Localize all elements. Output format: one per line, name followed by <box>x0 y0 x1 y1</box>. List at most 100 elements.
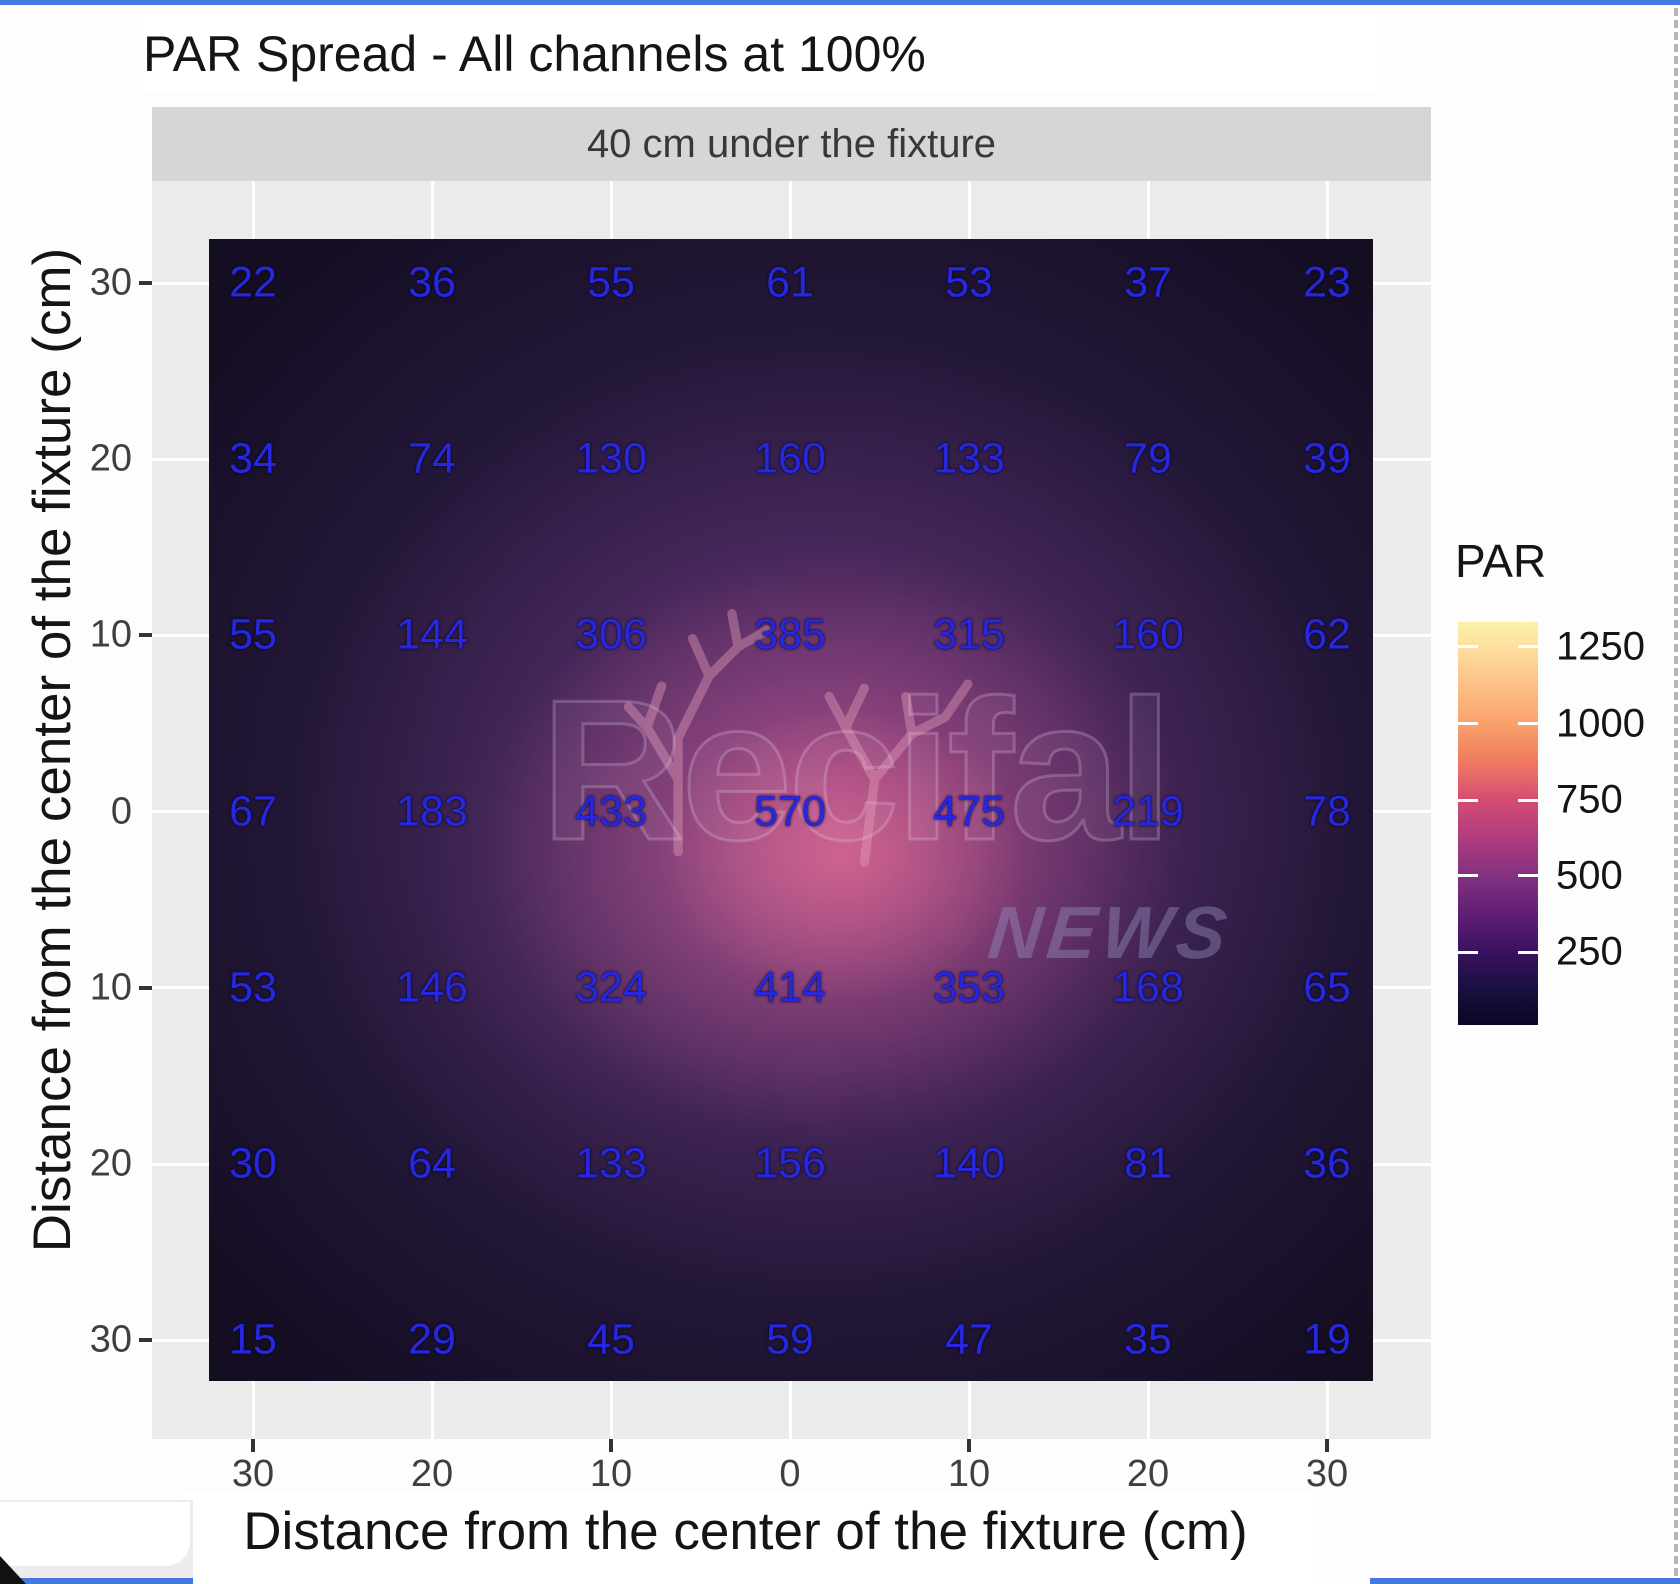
heatmap-cell-label: 324 <box>575 963 647 1012</box>
y-axis-tick-label: 20 <box>89 1142 132 1185</box>
selection-dashed-edge <box>1674 8 1678 1576</box>
x-axis-tick-label: 0 <box>779 1453 801 1495</box>
colorbar-tick-label: 250 <box>1556 929 1623 974</box>
heatmap-cell-label: 144 <box>396 610 468 659</box>
heatmap-cell-label: 78 <box>1303 787 1351 836</box>
watermark-subword: NEWS <box>984 890 1236 974</box>
x-axis-tick-mark <box>251 1439 255 1452</box>
x-axis-tick-label: 10 <box>589 1453 633 1495</box>
heatmap-raster: Recifal NEWS 22 36 55 61 53 37 23 34 74 130 160 133… <box>209 239 1373 1381</box>
colorbar-tick-label: 1250 <box>1556 624 1645 669</box>
heatmap-cell-label: 219 <box>1112 787 1184 836</box>
chart-title: PAR Spread - All channels at 100% <box>143 16 1383 92</box>
heatmap-cell-label: 133 <box>933 434 1005 483</box>
x-axis-tick-label: 10 <box>947 1453 991 1495</box>
heatmap-cell-label: 23 <box>1303 258 1351 307</box>
heatmap-cell-label: 39 <box>1303 434 1351 483</box>
heatmap-cell-label: 53 <box>229 963 277 1012</box>
y-axis-tick-mark <box>139 633 152 638</box>
heatmap-cell-label: 19 <box>1303 1315 1351 1364</box>
heatmap-cell-label: 55 <box>587 258 635 307</box>
heatmap-cell-label: 47 <box>945 1315 993 1364</box>
colorbar-tick-mark <box>1518 722 1538 726</box>
heatmap-cell-label: 64 <box>408 1139 456 1188</box>
heatmap-cell-label: 160 <box>1112 610 1184 659</box>
heatmap-cell-label: 59 <box>766 1315 814 1364</box>
colorbar-tick-mark <box>1518 645 1538 649</box>
watermark-word: Recifal <box>539 657 1174 883</box>
heatmap-cell-label: 146 <box>396 963 468 1012</box>
heatmap-cell-label: 65 <box>1303 963 1351 1012</box>
y-axis-tick-label: 0 <box>110 790 132 833</box>
y-axis-tick-mark <box>139 281 152 285</box>
colorbar-tick-mark <box>1518 798 1538 802</box>
heatmap-cell-label: 15 <box>229 1315 277 1364</box>
heatmap-cell-label: 30 <box>229 1139 277 1188</box>
colorbar-tick-label: 500 <box>1556 853 1623 898</box>
heatmap-cell-label: 156 <box>754 1139 826 1188</box>
heatmap-cell-label: 62 <box>1303 610 1351 659</box>
colorbar-tick-mark <box>1458 950 1478 954</box>
y-axis-tick-mark <box>139 985 152 990</box>
heatmap-cell-label: 34 <box>229 434 277 483</box>
x-axis-tick-mark <box>1325 1439 1329 1452</box>
y-axis-tick-label: 10 <box>89 966 132 1009</box>
colorbar-tick-mark <box>1458 798 1478 802</box>
facet-strip: 40 cm under the fixture <box>152 107 1431 181</box>
colorbar-tick-mark <box>1458 874 1478 878</box>
y-axis-tick-label: 10 <box>89 613 132 656</box>
heatmap-cell-label: 29 <box>408 1315 456 1364</box>
heatmap-cell-label: 385 <box>754 610 826 659</box>
colorbar-tick-mark <box>1518 950 1538 954</box>
x-axis-tick-mark <box>967 1439 971 1452</box>
watermark-coral-icon <box>624 609 973 868</box>
heatmap-cell-label: 160 <box>754 434 826 483</box>
heatmap-cell-label: 353 <box>933 963 1005 1012</box>
heatmap-cell-label: 79 <box>1124 434 1172 483</box>
heatmap-cell-label: 22 <box>229 258 277 307</box>
heatmap-cell-label: 36 <box>408 258 456 307</box>
heatmap-cell-label: 35 <box>1124 1315 1172 1364</box>
y-axis-tick-label: 20 <box>89 437 132 480</box>
heatmap-cell-label: 140 <box>933 1139 1005 1188</box>
y-axis-tick-mark <box>139 1338 152 1343</box>
facet-strip-label: 40 cm under the fixture <box>586 121 997 166</box>
heatmap-cell-label: 306 <box>575 610 647 659</box>
x-axis-tick-mark <box>609 1439 613 1452</box>
page-corner-card <box>0 1502 190 1566</box>
heatmap-cell-label: 168 <box>1112 963 1184 1012</box>
heatmap-cell-label: 67 <box>229 787 277 836</box>
x-axis-title: Distance from the center of the fixture … <box>178 1493 1313 1584</box>
y-axis-tick-label: 30 <box>89 261 132 304</box>
colorbar-tick-label: 1000 <box>1556 701 1645 746</box>
legend-colorbar <box>1458 622 1538 1025</box>
heatmap-cell-label: 315 <box>933 610 1005 659</box>
heatmap-cell-label: 433 <box>575 787 647 836</box>
colorbar-tick-mark <box>1458 722 1478 726</box>
heatmap-cell-label: 81 <box>1124 1139 1172 1188</box>
heatmap-cell-label: 55 <box>229 610 277 659</box>
colorbar-tick-mark <box>1518 874 1538 878</box>
window-top-border <box>0 0 1680 5</box>
x-axis-tick-label: 20 <box>1126 1453 1170 1495</box>
window-bottom-border-cover <box>193 1578 1370 1584</box>
legend-title: PAR <box>1455 535 1547 587</box>
heatmap-cell-label: 414 <box>754 963 826 1012</box>
y-axis-tick-label: 30 <box>89 1318 132 1361</box>
colorbar-tick-label: 750 <box>1556 777 1623 822</box>
heatmap-cell-label: 130 <box>575 434 647 483</box>
heatmap-cell-label: 61 <box>766 258 814 307</box>
x-axis-tick-label: 20 <box>410 1453 454 1495</box>
heatmap-cell-label: 570 <box>754 787 826 836</box>
cursor-arrow-icon <box>0 1556 26 1584</box>
heatmap-cell-label: 36 <box>1303 1139 1351 1188</box>
heatmap-cell-label: 183 <box>396 787 468 836</box>
heatmap-cell-label: 74 <box>408 434 456 483</box>
x-axis-tick-label: 30 <box>1305 1453 1349 1495</box>
x-axis-tick-label: 30 <box>231 1453 275 1495</box>
heatmap-cell-label: 133 <box>575 1139 647 1188</box>
heatmap-cell-label: 37 <box>1124 258 1172 307</box>
heatmap-cell-label: 45 <box>587 1315 635 1364</box>
heatmap-cell-label: 475 <box>933 787 1005 836</box>
